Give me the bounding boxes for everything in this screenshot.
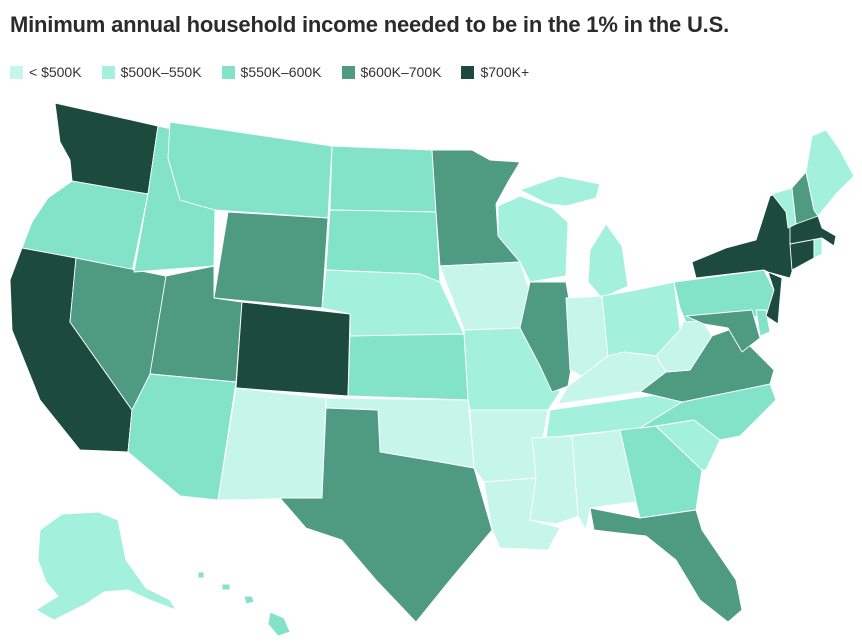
state-mi-up[interactable] bbox=[519, 175, 601, 207]
state-nd[interactable] bbox=[329, 145, 437, 213]
state-nj[interactable] bbox=[765, 271, 783, 325]
state-wv[interactable] bbox=[655, 315, 713, 373]
state-vt[interactable] bbox=[771, 187, 797, 229]
legend-item-500k-550k: $500K–550K bbox=[101, 64, 202, 80]
legend-swatch bbox=[341, 65, 355, 79]
state-il[interactable] bbox=[519, 281, 577, 393]
legend-label: $500K–550K bbox=[120, 64, 202, 80]
state-md[interactable] bbox=[685, 309, 761, 353]
state-wa[interactable] bbox=[54, 102, 159, 195]
state-co[interactable] bbox=[235, 301, 351, 397]
state-ak[interactable] bbox=[35, 511, 177, 621]
legend-item-550k-600k: $550K–600K bbox=[221, 64, 322, 80]
state-wy[interactable] bbox=[213, 211, 329, 309]
legend-label: $550K–600K bbox=[240, 64, 322, 80]
legend-swatch bbox=[101, 65, 115, 79]
legend-label: $700K+ bbox=[480, 64, 530, 80]
state-nm[interactable] bbox=[217, 387, 327, 501]
state-hi[interactable] bbox=[197, 571, 291, 637]
legend-swatch bbox=[221, 65, 235, 79]
state-ms[interactable] bbox=[529, 435, 579, 525]
state-fl[interactable] bbox=[589, 507, 743, 623]
state-ma[interactable] bbox=[789, 215, 837, 247]
legend-item-under-500k: < $500K bbox=[10, 64, 82, 80]
legend-swatch bbox=[10, 65, 23, 79]
state-mn[interactable] bbox=[431, 149, 521, 267]
state-mt[interactable] bbox=[167, 121, 333, 219]
state-me[interactable] bbox=[805, 129, 855, 217]
legend: < $500K $500K–550K $550K–600K $600K–700K… bbox=[10, 64, 529, 80]
state-wi[interactable] bbox=[497, 195, 569, 283]
legend-swatch bbox=[461, 65, 475, 79]
legend-item-600k-700k: $600K–700K bbox=[341, 64, 442, 80]
legend-label: $600K–700K bbox=[360, 64, 442, 80]
state-az[interactable] bbox=[127, 373, 237, 501]
state-mi[interactable] bbox=[587, 223, 629, 299]
state-ks[interactable] bbox=[347, 333, 469, 401]
legend-item-700k-plus: $700K+ bbox=[461, 64, 529, 80]
page-title: Minimum annual household income needed t… bbox=[10, 12, 729, 37]
us-choropleth-map bbox=[9, 102, 855, 637]
state-tx[interactable] bbox=[279, 407, 493, 623]
legend-label: < $500K bbox=[29, 64, 82, 80]
